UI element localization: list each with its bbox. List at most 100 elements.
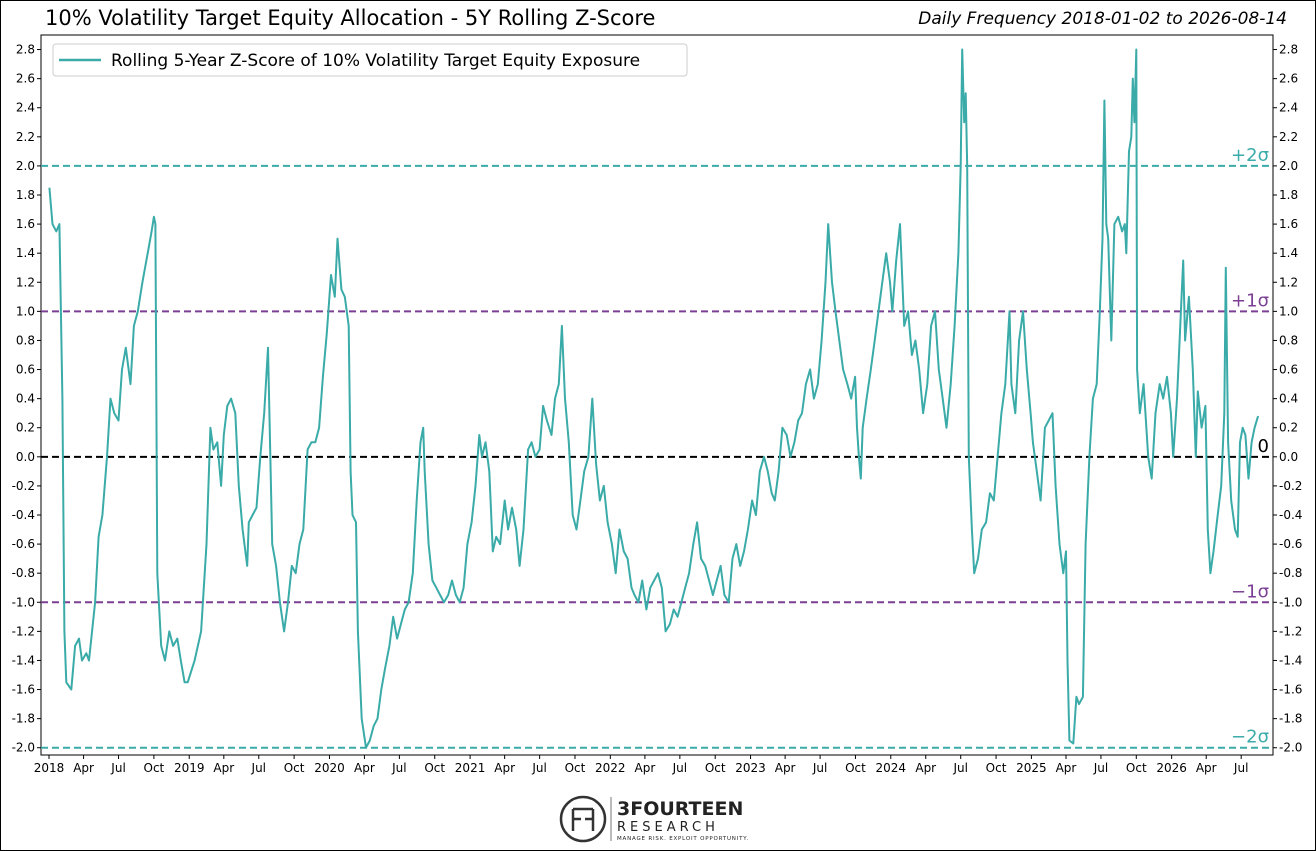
y-tick-label: 0.6 — [1279, 363, 1298, 377]
y-tick-label: 2.6 — [16, 72, 35, 86]
y-tick-label: 0.4 — [1279, 392, 1298, 406]
y-tick-label: 1.0 — [16, 304, 35, 318]
x-tick-label: Oct — [1126, 761, 1147, 775]
y-tick-label: -1.0 — [12, 595, 35, 609]
y-tick-label: -0.4 — [12, 508, 35, 522]
x-tick-label: Apr — [494, 761, 515, 775]
x-tick-label: Apr — [635, 761, 656, 775]
x-tick-label: 2018 — [34, 761, 65, 775]
y-axis-left: -2.0 -1.8 -1.6 -1.4 -1.2 -1.0 -0.8 -0.6 -0.4 -0.2… — [12, 43, 41, 755]
x-tick-label: 2026 — [1156, 761, 1187, 775]
legend-label: Rolling 5-Year Z-Score of 10% Volatility… — [111, 51, 640, 71]
x-tick-label: 2023 — [735, 761, 766, 775]
y-tick-label: -0.4 — [1279, 508, 1302, 522]
x-tick-label: Jul — [672, 761, 687, 775]
x-tick-label: Jul — [952, 761, 967, 775]
y-tick-label: -0.6 — [12, 537, 35, 551]
y-tick-label: 2.6 — [1279, 72, 1298, 86]
y-tick-label: -1.8 — [1279, 712, 1302, 726]
series-line — [48, 48, 1260, 749]
legend-box — [52, 43, 688, 77]
x-tick-label: 2019 — [174, 761, 205, 775]
y-tick-label: 2.2 — [16, 130, 35, 144]
x-tick-label: Jul — [531, 761, 546, 775]
y-tick-label: 2.4 — [16, 101, 35, 115]
x-tick-label: Apr — [73, 761, 94, 775]
y-tick-label: -1.6 — [1279, 683, 1302, 697]
y-tick-label: -1.6 — [12, 683, 35, 697]
x-tick-label: 2020 — [314, 761, 345, 775]
y-tick-label: -0.8 — [1279, 566, 1302, 580]
y-tick-label: -0.8 — [12, 566, 35, 580]
x-axis: 2018 Apr Jul Oct 2019 Apr Jul Oct 2020 Apr Jul Oct 2… — [34, 755, 1248, 775]
brand-logo: 3FOURTEEN RESEARCH MANAGE RISK. EXPLOIT … — [559, 795, 749, 843]
y-tick-label: -1.0 — [1279, 595, 1302, 609]
logo-line2: RESEARCH — [617, 820, 719, 835]
y-tick-label: 0.4 — [16, 392, 35, 406]
x-tick-label: Oct — [565, 761, 586, 775]
y-tick-label: 2.8 — [1279, 43, 1298, 57]
reference-label: −1σ — [1231, 581, 1269, 602]
reference-label: +1σ — [1231, 290, 1269, 311]
x-tick-label: Oct — [144, 761, 165, 775]
reference-lines: +2σ +1σ 0 −1σ −2σ — [41, 145, 1273, 749]
x-tick-label: 2022 — [595, 761, 626, 775]
x-tick-label: Apr — [354, 761, 375, 775]
y-tick-label: 0.8 — [1279, 333, 1298, 347]
y-tick-label: 1.8 — [1279, 188, 1298, 202]
x-tick-label: Jul — [1233, 761, 1248, 775]
logo-tagline: MANAGE RISK. EXPLOIT OPPORTUNITY. — [617, 836, 749, 842]
x-tick-label: 2024 — [876, 761, 907, 775]
y-tick-label: 2.0 — [1279, 159, 1298, 173]
x-tick-label: Jul — [251, 761, 266, 775]
legend: Rolling 5-Year Z-Score of 10% Volatility… — [52, 43, 688, 77]
y-tick-label: -0.2 — [1279, 479, 1302, 493]
x-tick-label: Apr — [1056, 761, 1077, 775]
y-tick-label: 2.8 — [16, 43, 35, 57]
y-tick-label: 1.6 — [1279, 217, 1298, 231]
reference-label: −2σ — [1231, 727, 1269, 748]
y-tick-label: 1.2 — [1279, 275, 1298, 289]
x-tick-label: 2021 — [455, 761, 486, 775]
y-tick-label: 0.0 — [1279, 450, 1298, 464]
x-tick-label: Apr — [775, 761, 796, 775]
y-axis-right: -2.0 -1.8 -1.6 -1.4 -1.2 -1.0 -0.8 -0.6 -0.4 -0.2… — [1273, 43, 1302, 755]
y-tick-label: 0.2 — [1279, 421, 1298, 435]
y-tick-label: 2.2 — [1279, 130, 1298, 144]
reference-label: 0 — [1258, 436, 1269, 457]
chart-title: 10% Volatility Target Equity Allocation … — [45, 6, 656, 30]
y-tick-label: -2.0 — [1279, 741, 1302, 755]
x-tick-label: Jul — [812, 761, 827, 775]
x-tick-label: Apr — [1196, 761, 1217, 775]
plot-area — [40, 34, 1274, 756]
y-tick-label: -0.6 — [1279, 537, 1302, 551]
y-tick-label: -1.2 — [1279, 624, 1302, 638]
y-tick-label: 2.0 — [16, 159, 35, 173]
y-tick-label: -0.2 — [12, 479, 35, 493]
y-tick-label: 1.4 — [1279, 246, 1298, 260]
logo-name: 3FOURTEEN — [617, 798, 743, 820]
x-tick-label: Oct — [986, 761, 1007, 775]
x-tick-label: Jul — [110, 761, 125, 775]
chart-subtitle: Daily Frequency 2018-01-02 to 2026-08-14 — [918, 9, 1287, 29]
y-tick-label: 0.2 — [16, 421, 35, 435]
y-tick-label: 1.4 — [16, 246, 35, 260]
y-tick-label: -1.8 — [12, 712, 35, 726]
y-tick-label: -1.4 — [12, 653, 35, 667]
y-tick-label: -2.0 — [12, 741, 35, 755]
x-tick-label: Jul — [391, 761, 406, 775]
x-tick-label: Jul — [1093, 761, 1108, 775]
y-tick-label: 1.2 — [16, 275, 35, 289]
x-tick-label: 2025 — [1016, 761, 1047, 775]
x-tick-label: Apr — [915, 761, 936, 775]
y-tick-label: 1.0 — [1279, 304, 1298, 318]
y-tick-label: 2.4 — [1279, 101, 1298, 115]
y-tick-label: -1.4 — [1279, 653, 1302, 667]
reference-label: +2σ — [1231, 145, 1269, 166]
x-tick-label: Oct — [705, 761, 726, 775]
x-tick-label: Oct — [284, 761, 305, 775]
x-tick-label: Oct — [424, 761, 445, 775]
y-tick-label: 1.6 — [16, 217, 35, 231]
y-tick-label: 0.8 — [16, 333, 35, 347]
